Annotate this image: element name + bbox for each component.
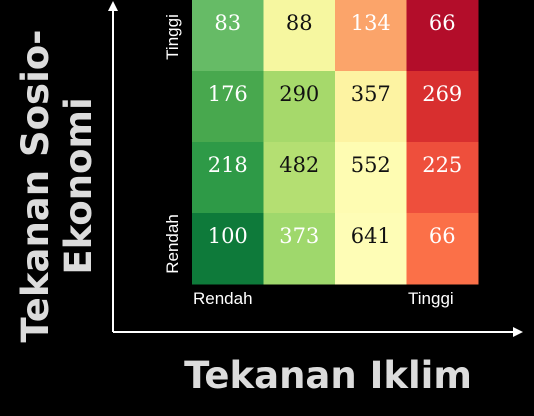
heatmap-cell-r2-c2 — [335, 142, 407, 214]
heatmap-cell-value-r3-c2: 641 — [351, 224, 391, 248]
heatmap-cell-r0-c1 — [263, 0, 336, 72]
heatmap-cell-value-r0-c0: 83 — [214, 11, 241, 35]
heatmap-cell-value-r0-c3: 66 — [429, 11, 456, 35]
heatmap-cell-value-r2-c3: 225 — [422, 153, 462, 177]
y-tick-label-rendah: Rendah — [163, 214, 182, 274]
heatmap-cell-value-r2-c2: 552 — [351, 153, 391, 177]
x-axis-title: Tekanan Iklim — [184, 354, 472, 397]
heatmap-cell-value-r2-c1: 482 — [279, 153, 319, 177]
y-axis-title-line-2: Ekonomi — [57, 97, 100, 274]
y-tick-label-tinggi: Tinggi — [163, 14, 182, 60]
heatmap-cell-value-r1-c3: 269 — [422, 82, 462, 106]
heatmap-cell-r3-c1 — [263, 213, 336, 285]
chart-labels: Rendah Tinggi Tinggi Rendah Tekanan Ikli… — [14, 14, 472, 397]
heatmap-cell-r3-c3 — [406, 213, 479, 285]
heatmap-cell-value-r1-c1: 290 — [279, 82, 319, 106]
heatmap-cell-r0-c3 — [406, 0, 479, 72]
heatmap-cell-value-r0-c1: 88 — [286, 11, 313, 35]
heatmap-cell-value-r3-c3: 66 — [429, 224, 456, 248]
heatmap-cell-value-r1-c2: 357 — [351, 82, 391, 106]
x-tick-label-tinggi: Tinggi — [408, 289, 454, 308]
chart-axes — [108, 1, 523, 337]
heatmap-cell-value-r2-c0: 218 — [208, 153, 248, 177]
heatmap-cell-value-r3-c1: 373 — [279, 224, 319, 248]
heatmap-cell-r1-c1 — [263, 71, 336, 143]
heatmap-cell-r3-c0 — [192, 213, 264, 285]
x-tick-label-rendah: Rendah — [193, 289, 253, 308]
heatmap-cell-value-r1-c0: 176 — [208, 82, 248, 106]
heatmap-cell-r0-c0 — [192, 0, 264, 72]
x-axis-arrowhead — [513, 327, 523, 337]
heatmap-cell-r3-c2 — [335, 213, 407, 285]
heatmap-cell-value-r3-c0: 100 — [208, 224, 248, 248]
heatmap-cell-r2-c3 — [406, 142, 479, 214]
heatmap-cell-r1-c2 — [335, 71, 407, 143]
heatmap-cell-r1-c0 — [192, 71, 264, 143]
heatmap-cell-r2-c1 — [263, 142, 336, 214]
heatmap-cell-r2-c0 — [192, 142, 264, 214]
heatmap-cell-r0-c2 — [335, 0, 407, 72]
y-axis-arrowhead — [108, 1, 118, 11]
heatmap-cells: 83 88 134 66 176 290 357 269 218 482 552 225 100 373 6… — [192, 0, 479, 285]
y-axis-title-line-1: Tekanan Sosio- — [14, 29, 57, 342]
heatmap-cell-value-r0-c2: 134 — [351, 11, 391, 35]
heatmap-cell-r1-c3 — [406, 71, 479, 143]
